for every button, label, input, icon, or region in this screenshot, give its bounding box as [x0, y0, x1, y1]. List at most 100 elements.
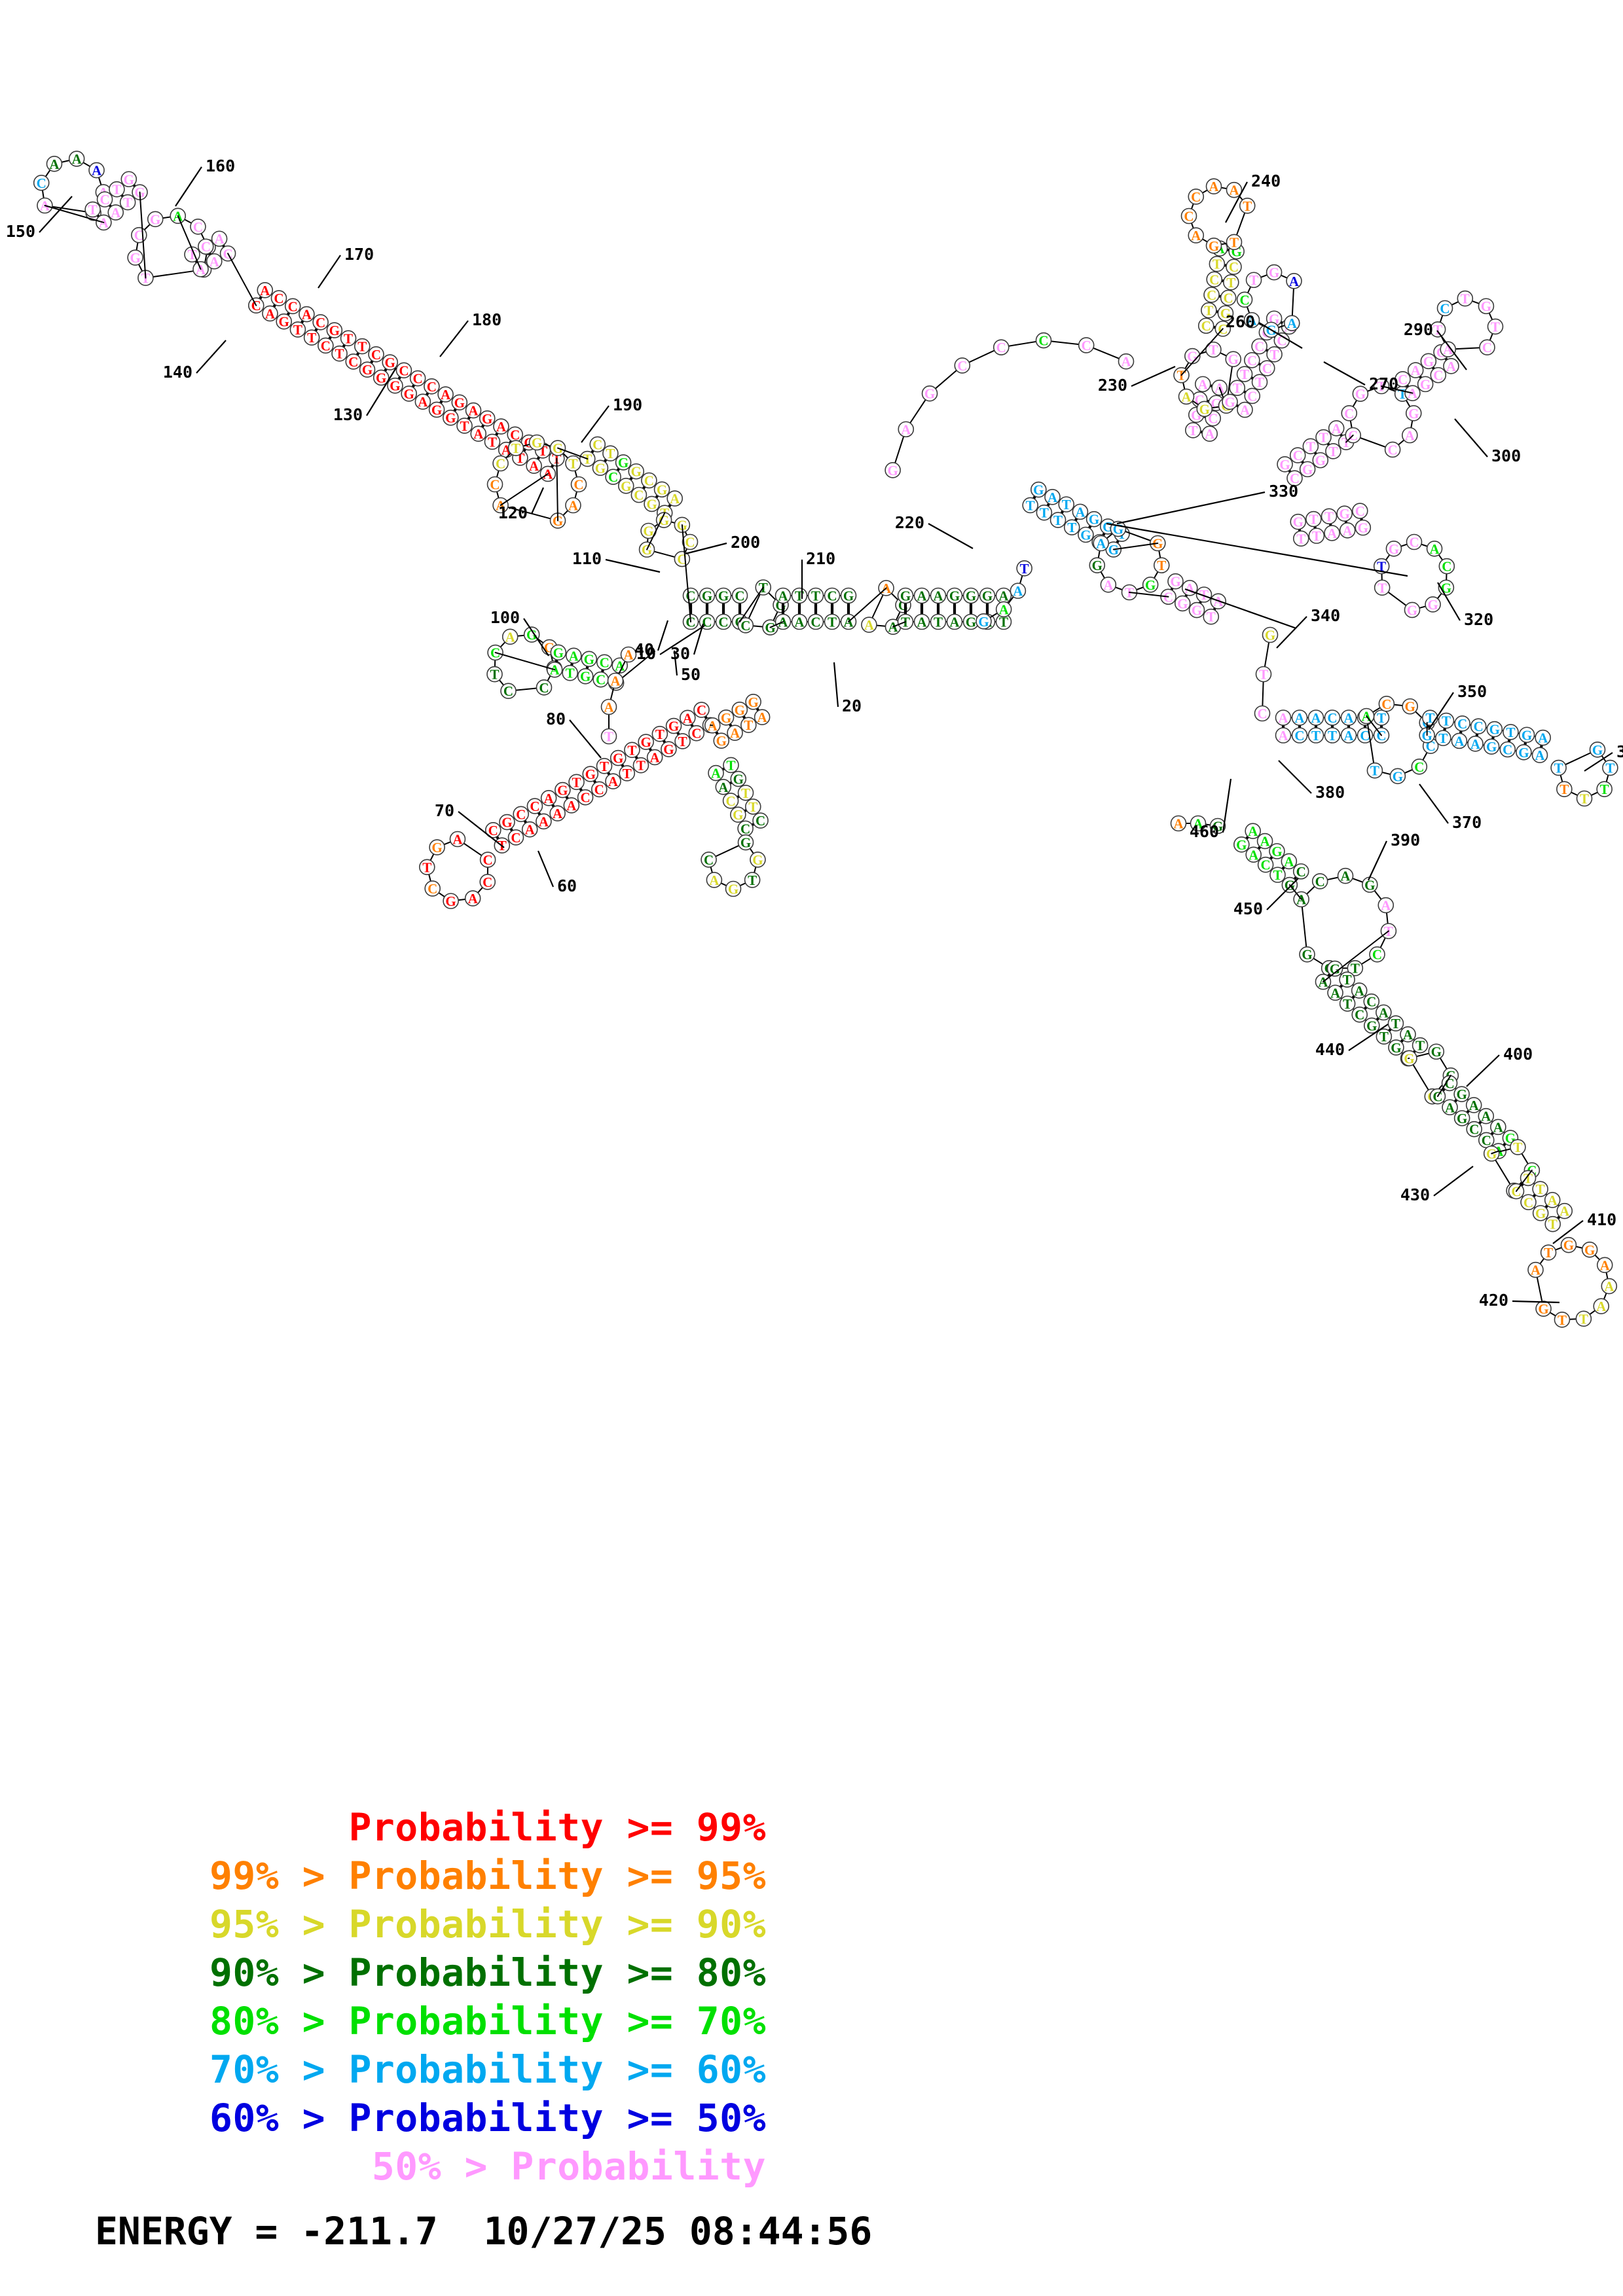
- position-label: 420: [1479, 1291, 1508, 1310]
- svg-text:A: A: [1429, 541, 1440, 557]
- svg-text:T: T: [1026, 497, 1035, 513]
- svg-text:A: A: [210, 254, 220, 270]
- svg-text:T: T: [1259, 667, 1268, 683]
- svg-text:T: T: [934, 615, 943, 630]
- svg-text:A: A: [1198, 376, 1209, 392]
- svg-text:G: G: [150, 211, 160, 227]
- svg-text:A: A: [1191, 228, 1201, 243]
- svg-text:C: C: [1409, 535, 1419, 550]
- structure-panel: ACAAAATATACTTGGTGCGACACATACCACAACGCTATCC…: [6, 151, 1623, 1328]
- svg-text:G: G: [362, 362, 373, 378]
- svg-text:G: G: [1393, 768, 1403, 784]
- svg-text:A: A: [1173, 816, 1184, 832]
- svg-text:A: A: [1531, 1263, 1541, 1278]
- svg-text:T: T: [1062, 497, 1071, 512]
- svg-text:T: T: [566, 666, 575, 681]
- svg-text:C: C: [316, 315, 325, 331]
- svg-text:T: T: [1240, 367, 1249, 382]
- svg-text:G: G: [279, 314, 289, 330]
- svg-text:C: C: [1482, 340, 1492, 355]
- svg-text:A: A: [1445, 1100, 1455, 1115]
- svg-text:T: T: [1579, 1311, 1588, 1327]
- svg-text:T: T: [1513, 1139, 1522, 1155]
- svg-text:C: C: [685, 588, 695, 604]
- svg-text:A: A: [610, 673, 621, 689]
- svg-text:T: T: [1438, 730, 1448, 746]
- svg-text:T: T: [604, 729, 613, 745]
- svg-text:C: C: [725, 793, 735, 809]
- svg-text:G: G: [752, 852, 763, 868]
- svg-text:C: C: [1254, 339, 1264, 355]
- svg-text:T: T: [1605, 761, 1614, 776]
- svg-text:G: G: [978, 614, 989, 630]
- svg-text:A: A: [1327, 526, 1338, 541]
- svg-text:T: T: [1558, 1312, 1567, 1328]
- position-label: 210: [806, 549, 835, 568]
- svg-text:G: G: [982, 588, 993, 604]
- svg-text:A: A: [496, 419, 507, 435]
- svg-text:G: G: [640, 734, 651, 750]
- svg-text:T: T: [1040, 505, 1049, 521]
- svg-text:C: C: [740, 821, 750, 836]
- position-label: 230: [1098, 376, 1127, 395]
- svg-text:G: G: [748, 694, 758, 710]
- svg-text:A: A: [568, 498, 579, 514]
- svg-text:T: T: [1209, 342, 1218, 358]
- svg-text:G: G: [526, 627, 537, 643]
- svg-text:A: A: [1284, 853, 1294, 869]
- svg-text:G: G: [1592, 742, 1603, 758]
- svg-text:T: T: [1020, 561, 1029, 577]
- svg-text:G: G: [1358, 520, 1368, 536]
- svg-text:A: A: [650, 749, 661, 765]
- position-label: 100: [490, 608, 520, 627]
- svg-text:C: C: [1372, 947, 1382, 963]
- svg-text:T: T: [1391, 1016, 1400, 1031]
- svg-text:T: T: [1226, 275, 1235, 291]
- position-label: 150: [6, 222, 35, 241]
- svg-text:C: C: [37, 175, 46, 191]
- svg-text:A: A: [553, 806, 563, 821]
- svg-text:C: C: [735, 588, 744, 604]
- svg-text:A: A: [1596, 1299, 1607, 1314]
- svg-text:A: A: [1405, 428, 1415, 444]
- svg-text:C: C: [348, 354, 358, 370]
- svg-text:T: T: [828, 615, 837, 630]
- svg-text:A: A: [1340, 869, 1351, 884]
- svg-text:A: A: [949, 615, 960, 630]
- svg-text:C: C: [697, 702, 706, 718]
- svg-text:C: C: [1398, 372, 1408, 387]
- svg-text:T: T: [307, 330, 316, 346]
- svg-text:G: G: [1302, 461, 1313, 477]
- svg-text:A: A: [452, 832, 463, 848]
- svg-text:T: T: [1351, 961, 1360, 977]
- svg-text:C: C: [483, 874, 492, 890]
- svg-text:T: T: [1328, 728, 1337, 744]
- position-label: 260: [1226, 312, 1255, 331]
- svg-text:T: T: [357, 339, 367, 355]
- svg-text:C: C: [503, 683, 513, 699]
- svg-text:A: A: [933, 588, 943, 604]
- svg-text:T: T: [1536, 1181, 1545, 1197]
- svg-text:C: C: [685, 535, 695, 550]
- position-label: 450: [1233, 899, 1263, 918]
- svg-text:C: C: [496, 456, 505, 472]
- svg-text:A: A: [1443, 342, 1453, 357]
- svg-text:C: C: [1296, 864, 1306, 880]
- svg-text:G: G: [1315, 453, 1326, 469]
- svg-text:C: C: [201, 239, 211, 255]
- svg-text:T: T: [1491, 319, 1500, 334]
- svg-text:C: C: [1290, 471, 1300, 486]
- svg-text:T: T: [1188, 423, 1197, 439]
- svg-text:A: A: [608, 774, 619, 789]
- svg-text:T: T: [623, 766, 632, 781]
- svg-text:G: G: [1220, 306, 1231, 321]
- svg-text:C: C: [1229, 259, 1239, 275]
- svg-text:G: G: [385, 355, 395, 370]
- svg-text:C: C: [1038, 333, 1048, 349]
- svg-text:C: C: [1503, 742, 1512, 758]
- svg-text:A: A: [718, 780, 729, 795]
- position-label: 160: [206, 156, 235, 175]
- svg-text:G: G: [454, 395, 465, 410]
- svg-text:G: G: [1522, 727, 1532, 743]
- legend-row-below-50: 50% > Probability: [371, 2144, 766, 2189]
